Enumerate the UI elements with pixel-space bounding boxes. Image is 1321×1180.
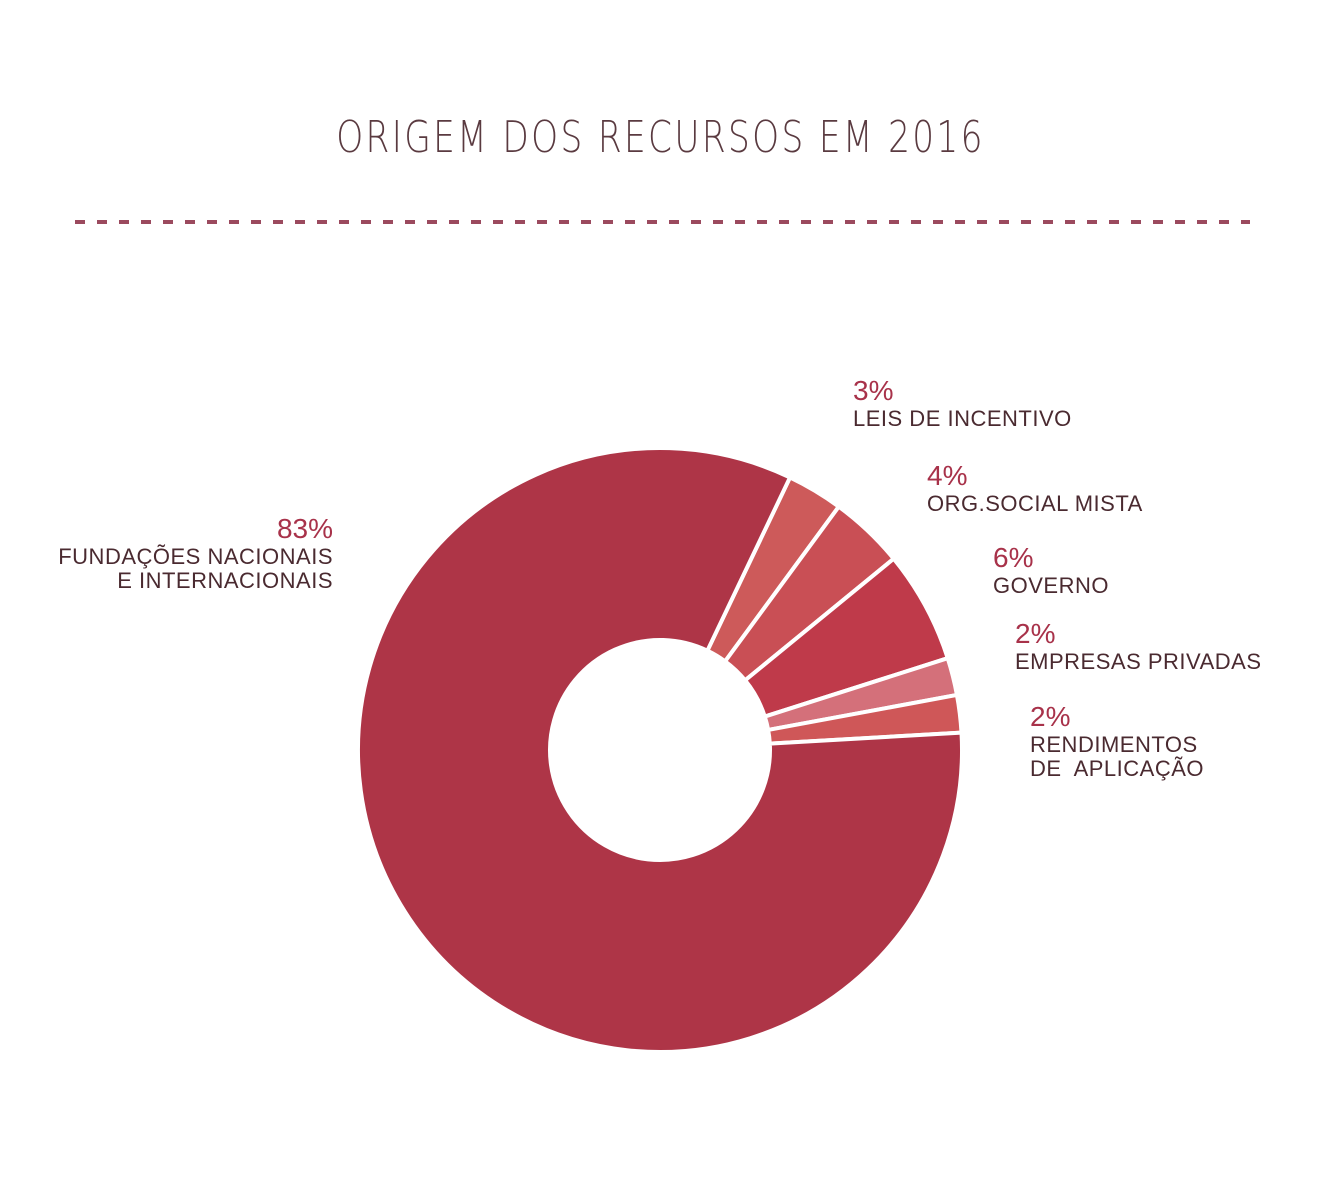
category-label: RENDIMENTOS DE APLICAÇÃO [1030,732,1205,781]
category-label: EMPRESAS PRIVADAS [1015,649,1262,674]
category-label: ORG.SOCIAL MISTA [927,491,1143,516]
category-label: FUNDAÇÕES NACIONAIS E INTERNACIONAIS [58,544,333,593]
donut-slice [356,446,964,1054]
category-label: GOVERNO [993,573,1109,598]
value-label: 2% [1015,618,1056,649]
chart-title: ORIGEM DOS RECURSOS EM 2016 [336,112,985,163]
value-label: 6% [993,542,1034,573]
value-label: 2% [1030,701,1071,732]
category-label: LEIS DE INCENTIVO [853,406,1072,431]
value-label: 83% [276,513,333,544]
value-label: 4% [927,460,968,491]
value-label: 3% [853,375,894,406]
